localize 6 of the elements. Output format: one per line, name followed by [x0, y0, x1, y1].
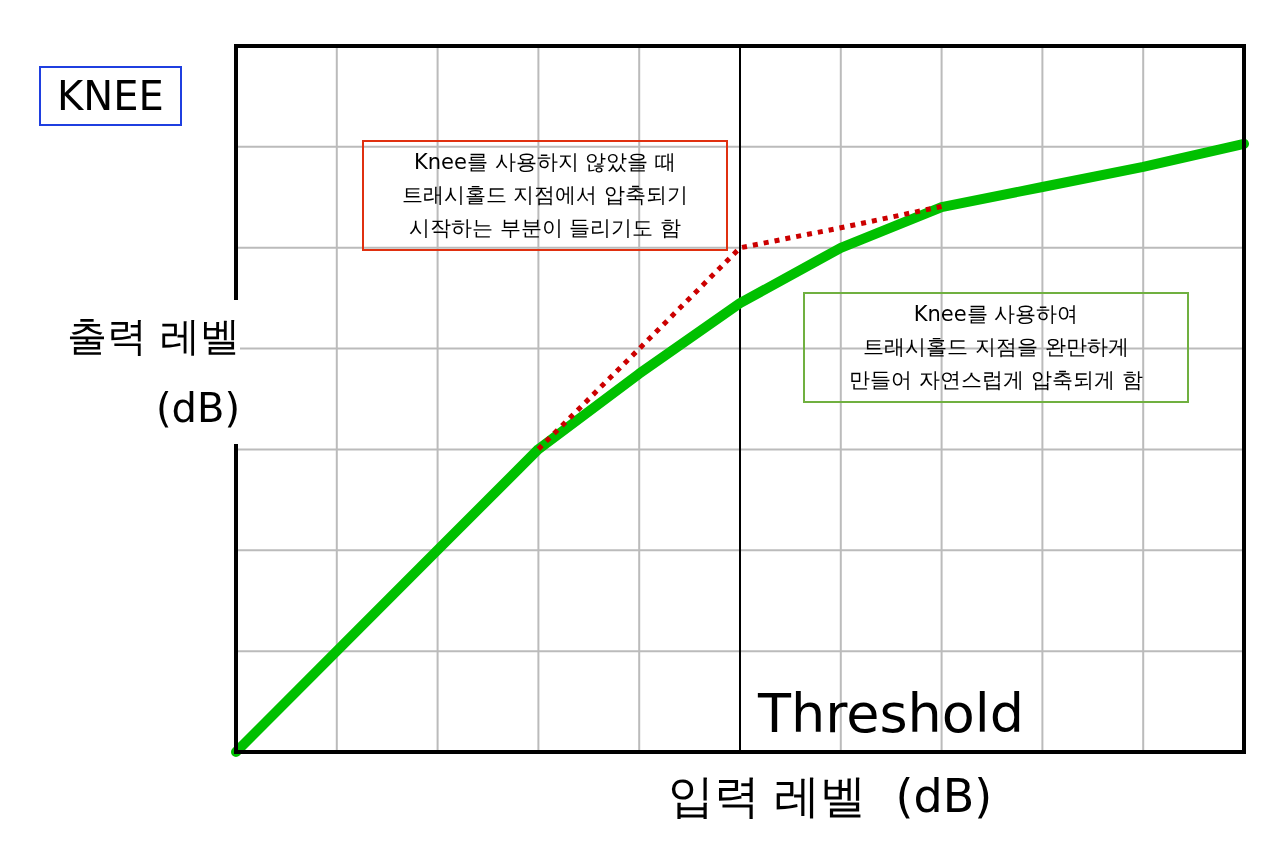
annotation: Knee를 사용하지 않았을 때 트래시홀드 지점에서 압축되기 시작하는 부분이 들리기도 함: [362, 140, 728, 251]
x-axis-title: 입력 레벨 (dB): [560, 768, 1100, 824]
y-axis-title: 출력 레벨 (dB): [20, 300, 240, 444]
annotation: Knee를 사용하여 트래시홀드 지점을 완만하게 만들어 자연스럽게 압축되게 함: [803, 292, 1189, 403]
chart-title: KNEE: [39, 66, 182, 126]
annotation: Threshold: [758, 682, 1025, 746]
